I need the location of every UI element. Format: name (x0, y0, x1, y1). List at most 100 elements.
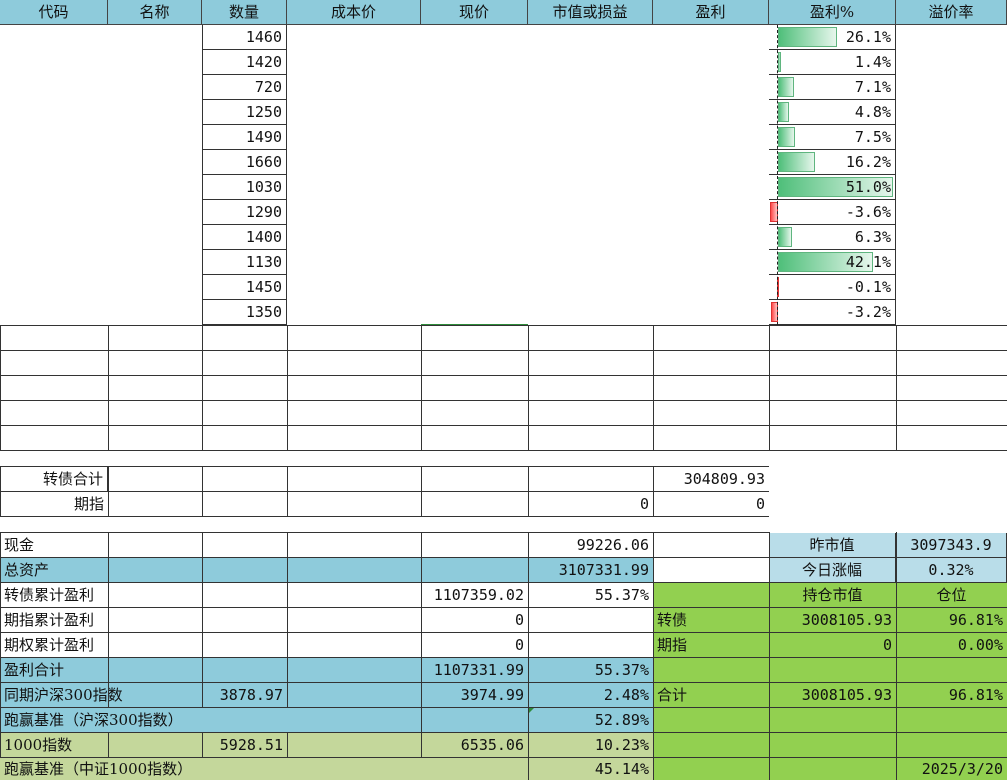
position-profit-pct[interactable]: 7.5% (769, 125, 896, 150)
position-profit-pct[interactable]: 51.0% (769, 175, 896, 200)
zz1000-value[interactable]: 10.23% (594, 736, 649, 754)
holdings-total-mv[interactable]: 3008105.93 (801, 686, 892, 704)
grid-col-line (287, 732, 288, 758)
opt-cum-label[interactable]: 期权累计盈利 (4, 636, 95, 654)
grid-col-line (653, 707, 654, 732)
position-profit-pct[interactable]: -0.1% (769, 275, 896, 300)
position-qty[interactable]: 1400 (202, 225, 287, 250)
beat-zz1000-value[interactable]: 45.14% (594, 760, 649, 778)
profit-total-value[interactable]: 55.37% (594, 661, 649, 679)
header-quantity[interactable]: 数量 (202, 0, 287, 25)
total-assets-label[interactable]: 总资产 (4, 561, 50, 579)
futures-value[interactable]: 0 (639, 495, 649, 513)
zz1000-qty[interactable]: 5928.51 (219, 736, 283, 754)
today-change-value[interactable]: 0.32% (896, 558, 1007, 583)
position-profit-pct[interactable]: 16.2% (769, 150, 896, 175)
cash-value[interactable]: 99226.06 (576, 536, 649, 554)
holdings-bond-ratio[interactable]: 96.81% (948, 611, 1003, 629)
position-profit-pct[interactable]: 1.4% (769, 50, 896, 75)
futures-profit[interactable]: 0 (755, 495, 765, 513)
bond-cum-value[interactable]: 55.37% (594, 586, 649, 604)
profit-total-label[interactable]: 盈利合计 (4, 661, 65, 679)
holdings-fut-label[interactable]: 期指 (657, 636, 688, 654)
bond-total-label[interactable]: 转债合计 (0, 467, 108, 492)
today-change-label[interactable]: 今日涨幅 (769, 558, 896, 583)
fut-cum-price[interactable]: 0 (514, 611, 524, 629)
prev-mv-label[interactable]: 昨市值 (769, 533, 896, 558)
header-premium-rate[interactable]: 溢价率 (896, 0, 1007, 25)
position-qty[interactable]: 1460 (202, 25, 287, 50)
header-market-value[interactable]: 市值或损益 (528, 0, 653, 25)
position-qty[interactable]: 1350 (202, 300, 287, 325)
cell-comment-marker (528, 708, 534, 714)
header-current-price[interactable]: 现价 (421, 0, 528, 25)
position-profit-pct[interactable]: -3.2% (769, 300, 896, 325)
report-date[interactable]: 2025/3/20 (921, 760, 1003, 778)
profit-total-price[interactable]: 1107331.99 (433, 661, 524, 679)
grid-col-line (287, 466, 288, 516)
grid-col-line (287, 532, 288, 707)
prev-mv-value[interactable]: 3097343.9 (896, 533, 1007, 558)
grid-row-line (0, 491, 769, 492)
hs300-label[interactable]: 同期沪深300指数 (4, 686, 123, 704)
beat-zz1000-label[interactable]: 跑赢基准（中证1000指数） (4, 760, 193, 778)
grid-col-line (653, 532, 654, 707)
bond-cum-price[interactable]: 1107359.02 (433, 586, 524, 604)
opt-cum-price[interactable]: 0 (514, 636, 524, 654)
position-qty[interactable]: 720 (202, 75, 287, 100)
grid-col-line (528, 325, 529, 450)
holdings-total-ratio[interactable]: 96.81% (948, 686, 1003, 704)
zz1000-label[interactable]: 1000指数 (4, 736, 73, 754)
grid-col-line (0, 707, 1, 732)
holdings-ratio-header[interactable]: 仓位 (936, 586, 967, 604)
price-cell-underline (421, 324, 528, 325)
fut-cum-label[interactable]: 期指累计盈利 (4, 611, 95, 629)
header-name[interactable]: 名称 (108, 0, 202, 25)
grid-col-line (421, 325, 422, 450)
holdings-mv-header[interactable]: 持仓市值 (802, 586, 863, 604)
profit-pct-bar (778, 152, 815, 172)
header-cost-price[interactable]: 成本价 (287, 0, 421, 25)
beat-hs300-label[interactable]: 跑赢基准（沪深300指数） (4, 711, 183, 729)
hs300-price[interactable]: 3974.99 (460, 686, 524, 704)
cash-label[interactable]: 现金 (4, 536, 35, 554)
position-qty[interactable]: 1290 (202, 200, 287, 225)
header-code[interactable]: 代码 (0, 0, 108, 25)
bond-cum-label[interactable]: 转债累计盈利 (4, 586, 95, 604)
grid-col-line (421, 707, 422, 732)
holdings-total-label[interactable]: 合计 (657, 686, 688, 704)
bond-total-profit[interactable]: 304809.93 (683, 470, 765, 488)
position-profit-pct[interactable]: 6.3% (769, 225, 896, 250)
header-profit[interactable]: 盈利 (653, 0, 769, 25)
total-assets-value[interactable]: 3107331.99 (558, 561, 649, 579)
grid-col-line (528, 466, 529, 516)
grid-col-line (528, 707, 529, 732)
position-qty[interactable]: 1250 (202, 100, 287, 125)
header-profit-pct[interactable]: 盈利% (769, 0, 896, 25)
grid-col-line (769, 325, 770, 450)
position-qty[interactable]: 1420 (202, 50, 287, 75)
position-profit-pct[interactable]: 7.1% (769, 75, 896, 100)
position-qty[interactable]: 1130 (202, 250, 287, 275)
zz1000-price[interactable]: 6535.06 (460, 736, 524, 754)
futures-label[interactable]: 期指 (73, 495, 104, 513)
profit-pct-bar (778, 227, 792, 247)
position-qty[interactable]: 1450 (202, 275, 287, 300)
holdings-bond-label[interactable]: 转债 (657, 611, 688, 629)
holdings-fut-ratio[interactable]: 0.00% (957, 636, 1003, 654)
grid-col-line (653, 758, 654, 780)
grid-row-line (0, 757, 1007, 758)
beat-hs300-value[interactable]: 52.89% (594, 711, 649, 729)
position-profit-pct[interactable]: 42.1% (769, 250, 896, 275)
position-qty[interactable]: 1030 (202, 175, 287, 200)
position-profit-pct[interactable]: 26.1% (769, 25, 896, 50)
position-qty[interactable]: 1490 (202, 125, 287, 150)
position-qty[interactable]: 1660 (202, 150, 287, 175)
holdings-fut-mv[interactable]: 0 (882, 636, 892, 654)
hs300-qty[interactable]: 3878.97 (219, 686, 283, 704)
position-profit-pct[interactable]: -3.6% (769, 200, 896, 225)
position-profit-pct[interactable]: 4.8% (769, 100, 896, 125)
holdings-bond-mv[interactable]: 3008105.93 (801, 611, 892, 629)
grid-col-line (421, 532, 422, 707)
hs300-value[interactable]: 2.48% (603, 686, 649, 704)
